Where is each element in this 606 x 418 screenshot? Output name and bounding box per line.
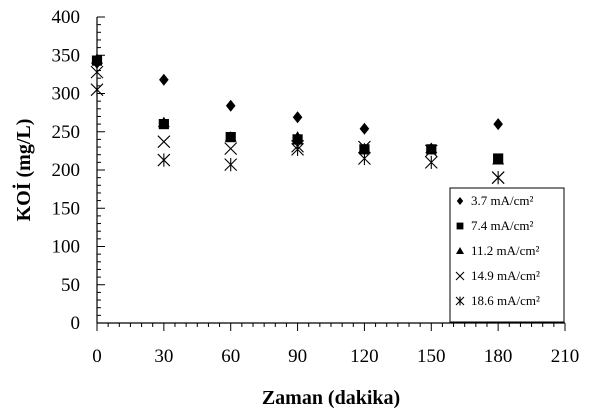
- x-tick-label: 30: [154, 346, 173, 367]
- legend-label: 18.6 mA/cm²: [471, 293, 540, 308]
- x-tick-label: 180: [484, 346, 513, 367]
- legend-marker: [455, 271, 465, 281]
- data-point: [359, 122, 370, 135]
- data-point: [491, 171, 505, 185]
- y-tick-label: 50: [61, 275, 80, 296]
- data-points: [90, 53, 505, 185]
- series-3: [90, 65, 505, 185]
- y-tick-label: 300: [52, 84, 81, 105]
- data-point: [157, 135, 171, 149]
- legend-marker: [455, 296, 465, 306]
- legend-marker: [456, 247, 464, 254]
- y-tick-label: 350: [52, 45, 81, 66]
- data-point: [493, 118, 503, 131]
- x-axis: 0 30 60 90 120 150 180 210: [92, 323, 579, 367]
- data-point: [224, 142, 238, 155]
- y-tick-label: 200: [52, 160, 81, 181]
- legend-marker: [456, 197, 464, 205]
- data-point: [424, 155, 438, 169]
- data-point: [224, 131, 237, 142]
- legend-marker: [456, 222, 464, 230]
- legend-label: 14.9 mA/cm²: [471, 268, 540, 283]
- series-4: [90, 83, 505, 185]
- x-tick-label: 210: [551, 346, 580, 367]
- x-tick-label: 120: [350, 346, 379, 367]
- x-tick-label: 150: [417, 346, 446, 367]
- x-tick-label: 90: [288, 346, 307, 367]
- data-point: [358, 140, 371, 154]
- y-tick-label: 150: [52, 198, 81, 219]
- y-tick-label: 100: [52, 237, 81, 258]
- y-tick-label: 0: [71, 313, 81, 334]
- data-point: [358, 151, 371, 166]
- data-point: [424, 144, 438, 158]
- data-point: [291, 142, 304, 156]
- data-point: [425, 142, 438, 154]
- data-point: [291, 131, 304, 142]
- legend-label: 3.7 mA/cm²: [471, 193, 533, 208]
- data-point: [292, 111, 303, 124]
- y-tick-label: 250: [52, 122, 81, 143]
- data-point: [224, 158, 238, 172]
- data-point: [157, 153, 171, 167]
- data-point: [90, 65, 104, 79]
- y-axis: 0 50 100 150 200 250 300 350 400: [52, 7, 105, 334]
- x-axis-title: Zaman (dakika): [262, 387, 400, 409]
- data-point: [492, 154, 505, 165]
- legend-box: [449, 187, 565, 323]
- legend-label: 11.2 mA/cm²: [471, 243, 540, 258]
- data-point: [159, 73, 169, 86]
- y-tick-label: 400: [52, 7, 81, 28]
- data-point: [91, 53, 103, 64]
- data-point: [225, 99, 236, 112]
- y-axis-title: KOİ (mg/L): [11, 119, 35, 222]
- x-tick-label: 60: [221, 346, 240, 367]
- x-tick-label: 0: [92, 346, 102, 367]
- data-point: [157, 116, 170, 128]
- legend-label: 7.4 mA/cm²: [471, 218, 533, 233]
- data-point: [90, 83, 104, 97]
- legend: 3.7 mA/cm² 7.4 mA/cm² 11.2 mA/cm² 14.9 mA/c…: [449, 187, 565, 323]
